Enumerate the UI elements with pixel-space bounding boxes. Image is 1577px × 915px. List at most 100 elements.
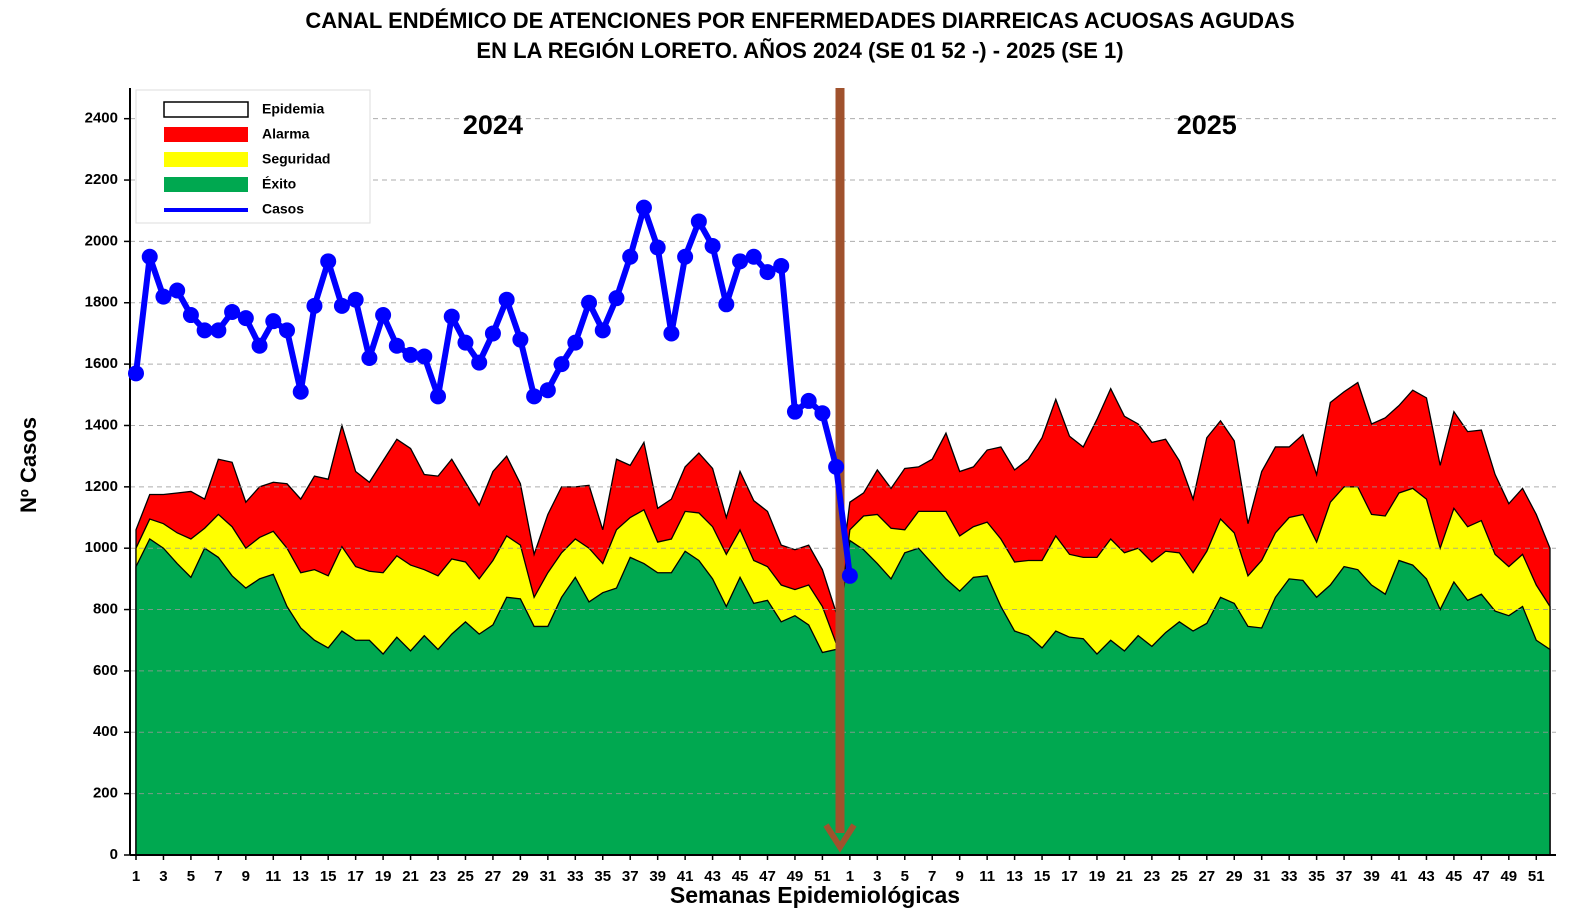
legend-label: Éxito: [262, 176, 296, 192]
x-tick-label: 51: [1528, 868, 1545, 885]
x-tick-label: 21: [402, 868, 419, 885]
year-separator-head: [823, 823, 857, 853]
marker: [759, 264, 776, 281]
x-tick-label: 41: [1391, 868, 1408, 885]
y-tick-label: 200: [93, 785, 118, 802]
x-tick-label: 23: [430, 868, 447, 885]
x-tick-label: 43: [704, 868, 721, 885]
marker: [745, 248, 762, 265]
x-tick-label: 37: [1336, 868, 1353, 885]
x-tick-label: 27: [1198, 868, 1215, 885]
x-tick-label: 3: [873, 868, 881, 885]
x-tick-label: 49: [787, 868, 804, 885]
legend-label: Seguridad: [262, 151, 330, 167]
marker: [182, 307, 199, 324]
marker: [773, 257, 790, 274]
marker: [594, 322, 611, 339]
x-tick-label: 31: [540, 868, 557, 885]
x-tick-label: 13: [1006, 868, 1023, 885]
x-tick-label: 51: [814, 868, 831, 885]
marker: [814, 405, 831, 422]
x-tick-label: 7: [928, 868, 936, 885]
legend-swatch: [164, 152, 248, 167]
chart-title: CANAL ENDÉMICO DE ATENCIONES POR ENFERME…: [305, 8, 1294, 33]
x-tick-label: 29: [1226, 868, 1243, 885]
x-tick-label: 43: [1418, 868, 1435, 885]
y-tick-label: 1600: [85, 355, 118, 372]
legend-label: Alarma: [262, 126, 310, 142]
marker: [320, 253, 337, 270]
y-axis-title: Nº Casos: [16, 417, 41, 513]
x-tick-label: 23: [1144, 868, 1161, 885]
marker: [567, 334, 584, 351]
marker: [347, 291, 364, 308]
marker: [498, 291, 515, 308]
x-tick-label: 11: [265, 868, 281, 885]
x-tick-label: 31: [1253, 868, 1270, 885]
x-tick-label: 15: [1034, 868, 1051, 885]
x-tick-label: 35: [1308, 868, 1325, 885]
marker: [388, 337, 405, 354]
x-tick-label: 29: [512, 868, 529, 885]
marker: [581, 294, 598, 311]
x-tick-label: 25: [1171, 868, 1188, 885]
marker: [539, 382, 556, 399]
x-tick-label: 25: [457, 868, 474, 885]
marker: [279, 322, 296, 339]
x-tick-label: 33: [1281, 868, 1298, 885]
y-tick-label: 2400: [85, 110, 118, 127]
y-tick-label: 2000: [85, 232, 118, 249]
marker: [457, 334, 474, 351]
x-tick-label: 21: [1116, 868, 1133, 885]
x-tick-label: 5: [901, 868, 909, 885]
marker: [265, 313, 282, 330]
marker: [402, 346, 419, 363]
x-tick-label: 3: [159, 868, 167, 885]
x-tick-label: 1: [132, 868, 140, 885]
x-tick-label: 45: [732, 868, 749, 885]
marker: [430, 388, 447, 405]
x-tick-label: 15: [320, 868, 337, 885]
y-tick-label: 800: [93, 601, 118, 618]
x-tick-label: 17: [347, 868, 364, 885]
y-tick-label: 1800: [85, 294, 118, 311]
marker: [141, 248, 158, 265]
x-tick-label: 39: [649, 868, 666, 885]
marker: [416, 348, 433, 365]
x-tick-label: 37: [622, 868, 639, 885]
x-axis-title: Semanas Epidemiológicas: [670, 882, 960, 908]
x-tick-label: 27: [485, 868, 502, 885]
marker: [292, 383, 309, 400]
x-tick-label: 1: [846, 868, 854, 885]
marker: [800, 392, 817, 409]
x-tick-label: 33: [567, 868, 584, 885]
y-tick-label: 0: [110, 846, 118, 863]
marker: [375, 307, 392, 324]
marker: [333, 297, 350, 314]
marker: [224, 303, 241, 320]
y-tick-label: 1400: [85, 416, 118, 433]
x-tick-label: 41: [677, 868, 694, 885]
marker: [718, 296, 735, 313]
x-tick-label: 17: [1061, 868, 1078, 885]
marker: [635, 199, 652, 216]
marker: [828, 458, 845, 475]
y-tick-label: 400: [93, 723, 118, 740]
marker: [649, 239, 666, 256]
marker: [690, 213, 707, 230]
marker: [169, 282, 186, 299]
marker: [608, 290, 625, 307]
marker: [663, 325, 680, 342]
marker: [786, 403, 803, 420]
y-tick-label: 1000: [85, 539, 118, 556]
y-tick-label: 600: [93, 662, 118, 679]
marker: [484, 325, 501, 342]
marker: [704, 238, 721, 255]
x-tick-label: 19: [1089, 868, 1106, 885]
marker: [732, 253, 749, 270]
marker: [128, 365, 144, 382]
marker: [237, 310, 254, 327]
marker: [471, 354, 488, 371]
marker: [622, 248, 639, 265]
legend-label: Epidemia: [262, 101, 324, 117]
